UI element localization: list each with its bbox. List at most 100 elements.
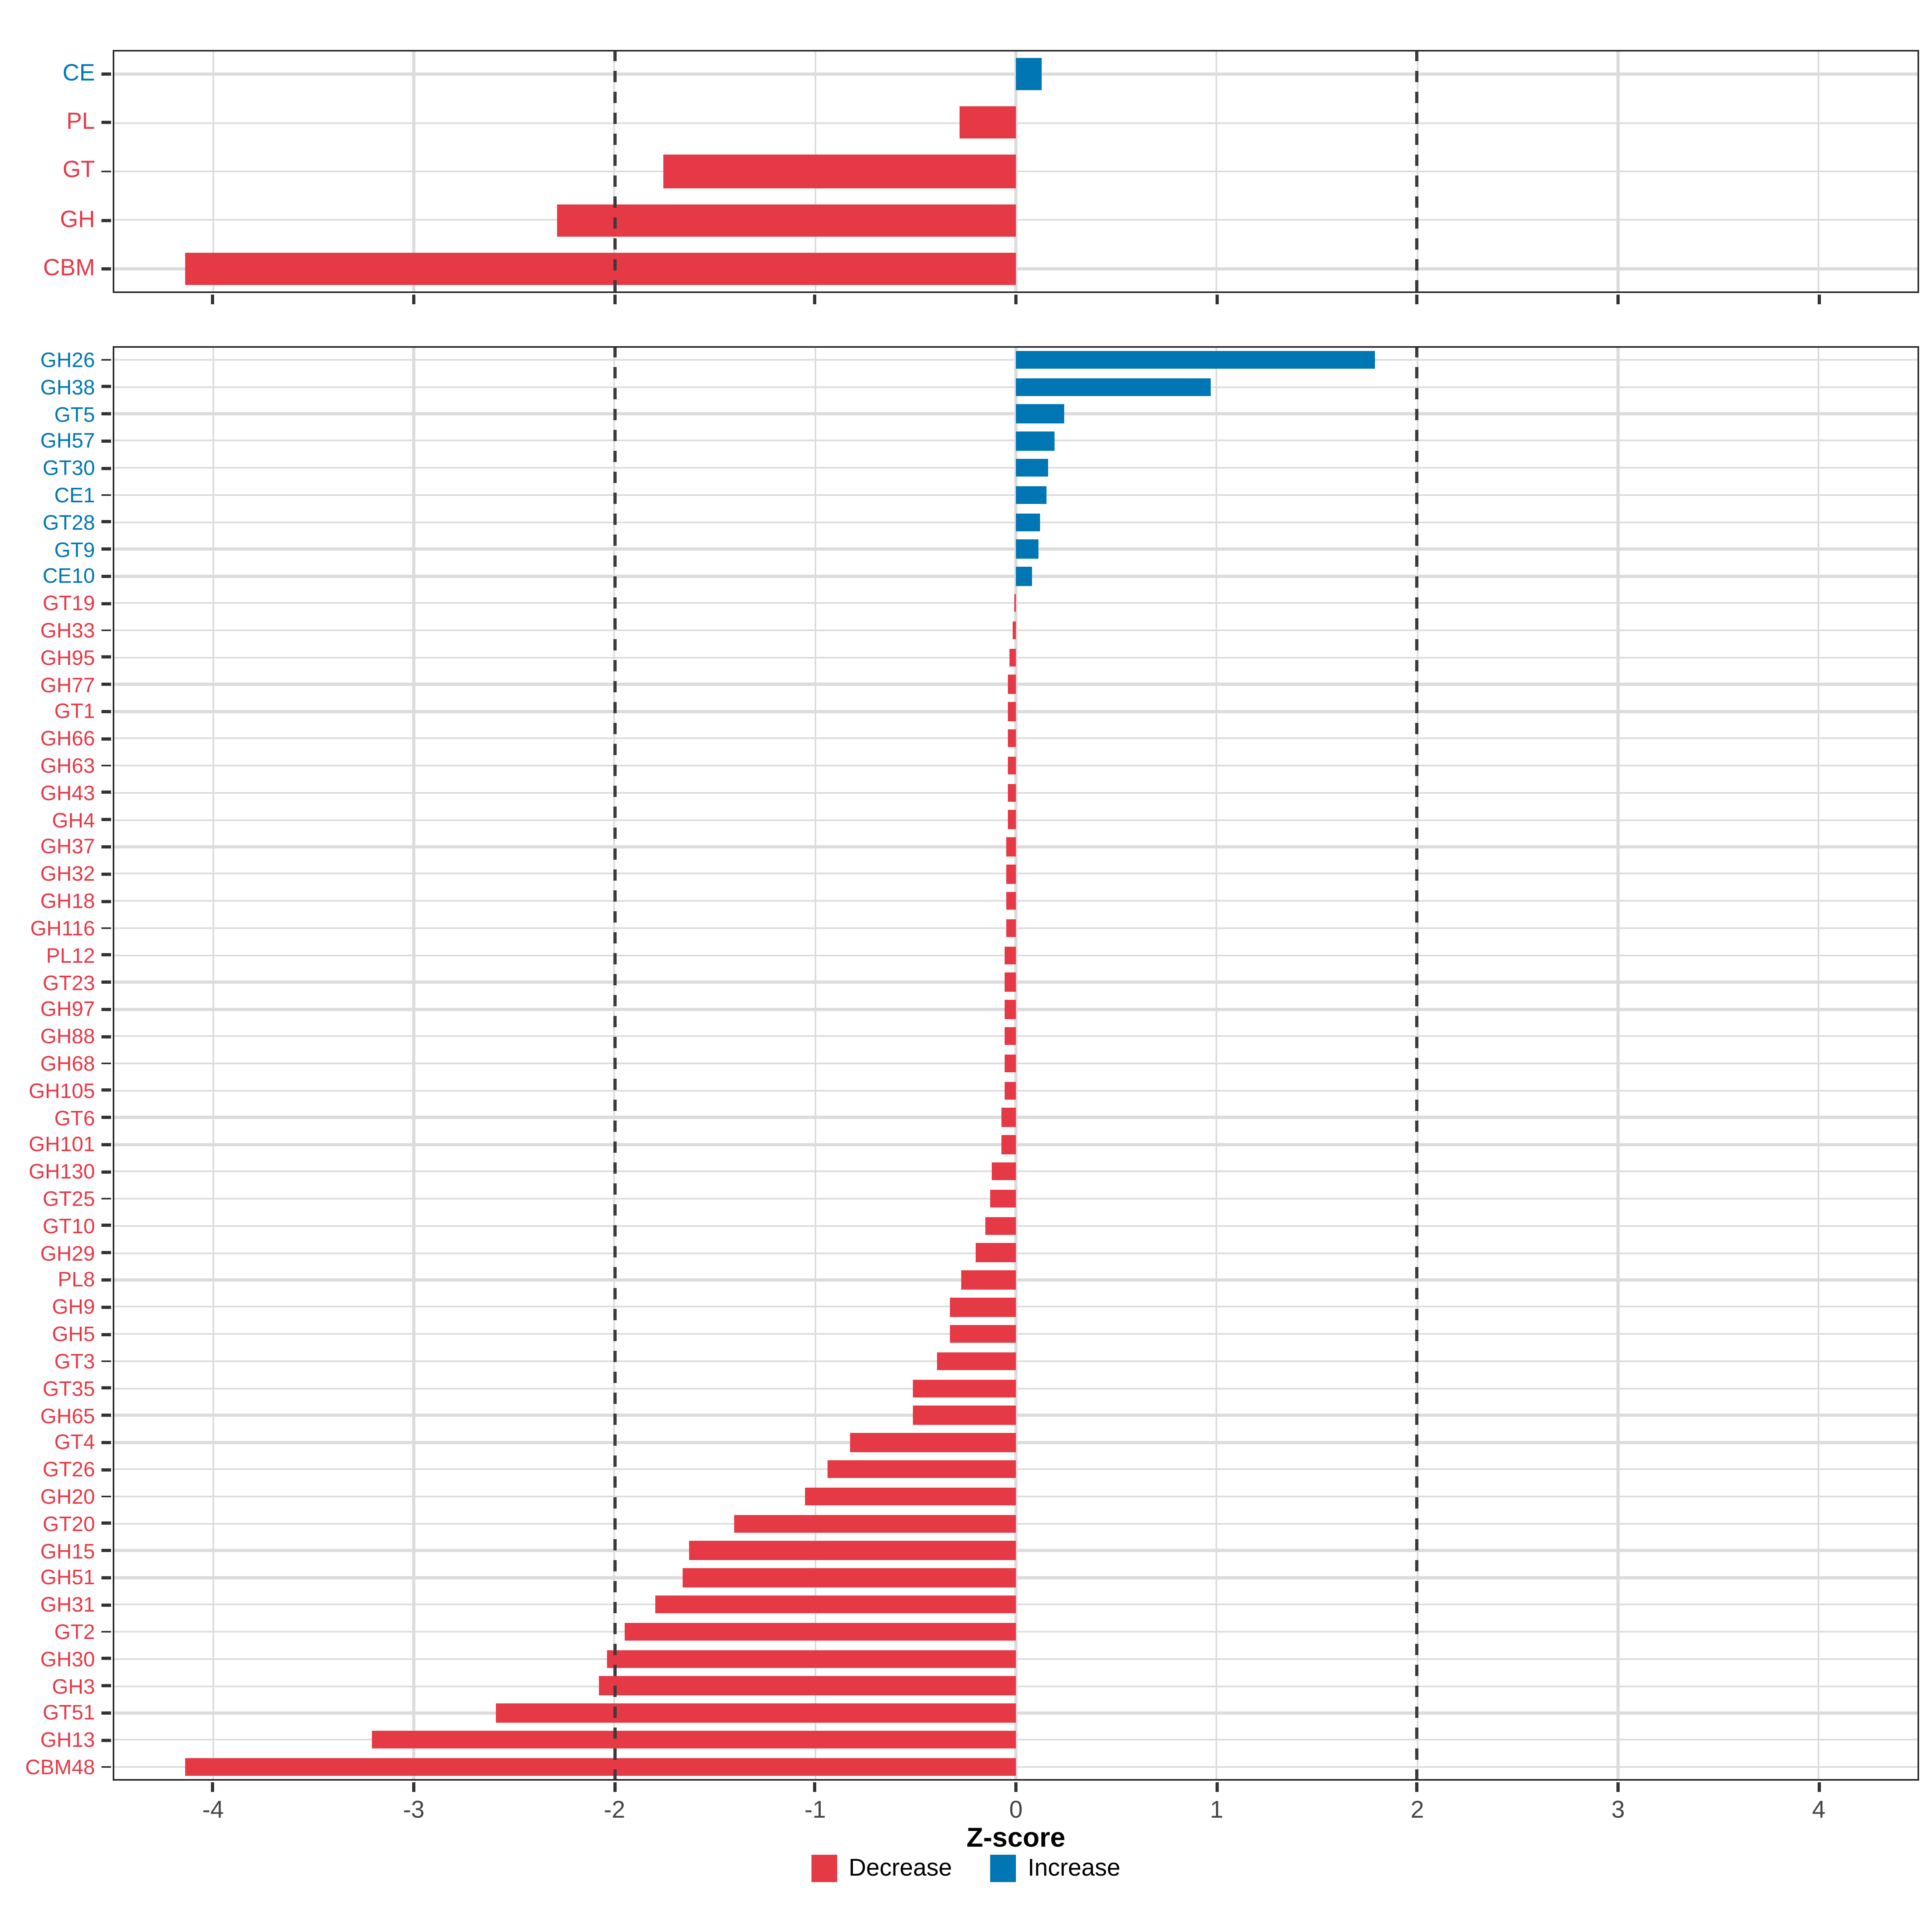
y-axis-label-GH68: GH68 [40,1051,95,1075]
bar-GT6 [1001,1108,1016,1127]
y-gridline [113,1035,1919,1038]
y-tick-mark [101,980,111,984]
bar-GH9 [949,1298,1016,1316]
y-tick-mark [101,1170,111,1173]
y-gridline [113,1144,1919,1146]
bar-GH29 [976,1243,1016,1262]
y-gridline [113,1062,1919,1065]
y-axis-label-GH116: GH116 [30,916,95,940]
y-tick-mark [101,439,111,442]
y-tick-mark [101,1765,111,1769]
y-tick-mark [101,899,111,903]
bar-GH32 [1007,865,1016,883]
bar-GH26 [1016,350,1375,369]
x-axis-title: Z-score [966,1823,1065,1853]
y-tick-mark [101,1197,111,1200]
y-tick-mark [101,493,111,497]
x-tick-mark [613,1782,616,1792]
y-tick-mark [101,358,111,361]
y-tick-mark [101,602,111,605]
y-axis-label-GH57: GH57 [40,429,95,453]
bar-GH13 [372,1731,1016,1749]
y-tick-mark [101,170,111,173]
y-axis-label-GT4: GT4 [54,1430,95,1455]
bar-GH [556,204,1016,237]
y-tick-mark [101,1224,111,1227]
x-tick-mark [1416,295,1419,304]
y-tick-mark [101,1684,111,1688]
y-tick-mark [101,574,111,578]
x-tick-mark [211,1782,215,1792]
bar-GT26 [827,1460,1016,1479]
bar-GH116 [1007,919,1016,937]
y-axis-label-GT1: GT1 [54,699,95,724]
x-tick-label-0: 0 [1009,1797,1023,1824]
y-axis-label-GH66: GH66 [40,726,95,751]
y-axis-label-GH20: GH20 [40,1484,95,1509]
y-gridline [113,1577,1919,1579]
y-gridline [113,846,1919,848]
x-tick-mark [1616,1782,1620,1792]
y-gridline [113,1766,1919,1768]
y-gridline [113,1712,1919,1714]
y-tick-mark [101,1305,111,1309]
y-gridline [113,1657,1919,1660]
y-gridline [113,1604,1919,1606]
x-tick-label-1: 1 [1210,1797,1224,1824]
x-tick-mark [211,295,215,304]
legend-label-decrease: Decrease [848,1855,952,1882]
y-axis-label-CE1: CE1 [54,483,95,507]
y-axis-label-GH15: GH15 [40,1538,95,1563]
y-gridline [113,1522,1919,1525]
bar-GT1 [1007,702,1016,721]
y-gridline [113,1333,1919,1335]
y-axis-label-GH95: GH95 [40,645,95,670]
y-tick-mark [101,412,111,415]
bar-GH68 [1004,1054,1016,1073]
y-axis-label-GH38: GH38 [40,374,95,399]
x-tick-mark [813,295,817,304]
y-tick-mark [101,547,111,551]
y-axis-label-GT26: GT26 [42,1457,95,1482]
y-gridline [113,1685,1919,1687]
y-axis-label-GT51: GT51 [42,1701,95,1725]
bar-GH88 [1004,1027,1016,1046]
x-tick-mark [613,295,616,304]
y-gridline [113,1441,1919,1443]
bar-CE1 [1016,485,1046,504]
legend-swatch-increase-icon [991,1855,1017,1882]
y-gridline [113,268,1919,270]
y-tick-mark [101,1387,111,1390]
x-tick-label-2: 2 [1410,1797,1424,1824]
y-tick-mark [101,1468,111,1471]
y-gridline [113,1306,1919,1308]
y-axis-label-GH32: GH32 [40,862,95,886]
y-axis-label-GT30: GT30 [42,456,95,480]
y-tick-mark [101,954,111,957]
y-gridline [113,1224,1919,1227]
y-tick-mark [101,1089,111,1092]
reference-line-2 [1416,50,1419,293]
bar-GT28 [1016,513,1040,531]
y-axis-label-GT23: GT23 [42,970,95,995]
bar-GH63 [1007,756,1016,775]
y-axis-label-GH31: GH31 [40,1592,95,1617]
x-tick-mark [1416,1782,1419,1792]
y-gridline [113,737,1919,740]
y-tick-mark [101,1549,111,1552]
y-axis-label-GH51: GH51 [40,1565,95,1590]
bar-GH43 [1007,783,1016,802]
y-axis-label-GT10: GT10 [42,1214,95,1238]
y-tick-mark [101,710,111,713]
bar-GT4 [849,1433,1016,1452]
bar-GT9 [1016,540,1038,559]
y-axis-label-GH33: GH33 [40,618,95,642]
y-axis-label-PL: PL [66,110,95,136]
y-tick-mark [101,1738,111,1742]
bar-GT25 [990,1189,1016,1208]
y-axis-label-GH43: GH43 [40,780,95,805]
bar-GH18 [1007,892,1016,910]
bar-GH51 [683,1568,1016,1587]
y-axis-label-PL12: PL12 [46,943,95,967]
